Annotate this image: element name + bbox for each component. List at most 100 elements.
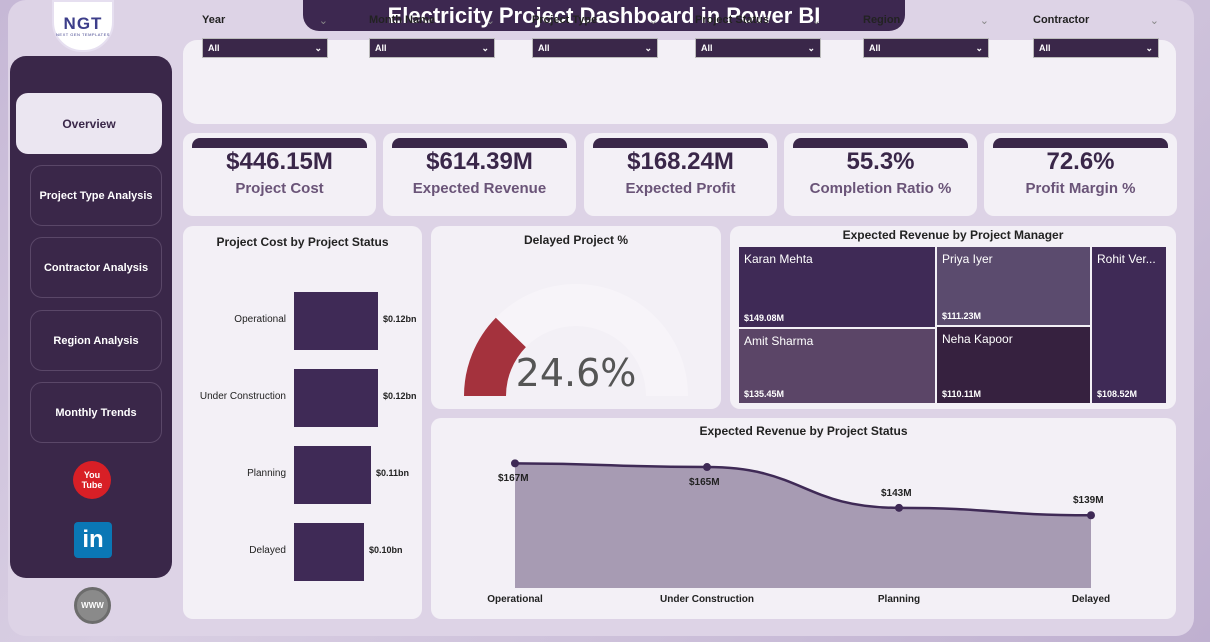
filter-value: All xyxy=(869,43,881,53)
gauge-value: 24.6% xyxy=(516,351,637,395)
chevron-down-icon[interactable]: ⌄ xyxy=(648,15,658,27)
kpi-profit-margin: 72.6% Profit Margin % xyxy=(984,133,1177,216)
chart-title: Expected Revenue by Project Status xyxy=(699,424,908,438)
treemap-name: Neha Kapoor xyxy=(942,332,1013,346)
kpi-label: Expected Profit xyxy=(625,180,736,197)
gauge-chart: 24.6% xyxy=(464,284,688,396)
chevron-down-icon: ⌄ xyxy=(975,42,983,53)
point-value-label: $165M xyxy=(689,477,720,489)
chevron-down-icon: ⌄ xyxy=(314,42,322,53)
chevron-down-icon: ⌄ xyxy=(807,42,815,53)
treemap-cell[interactable]: Amit Sharma $135.45M xyxy=(738,328,936,404)
filter-label: Year xyxy=(202,14,226,26)
gauge-fill xyxy=(464,317,526,396)
youtube-icon[interactable]: You Tube xyxy=(73,461,111,499)
filter-contractor[interactable]: Contractor ⌄ All ⌄ xyxy=(1033,14,1159,58)
kpi-cap xyxy=(993,138,1168,148)
bar-value-label: $0.12bn xyxy=(383,314,417,324)
filter-select[interactable]: All ⌄ xyxy=(369,38,495,58)
bar-value-label: $0.10bn xyxy=(369,545,403,555)
chevron-down-icon[interactable]: ⌄ xyxy=(485,15,495,27)
filter-panel xyxy=(183,40,1176,124)
bar-category-label: Delayed xyxy=(249,545,286,556)
nav-project-type-analysis[interactable]: Project Type Analysis xyxy=(30,165,162,226)
kpi-label: Project Cost xyxy=(235,180,324,197)
nav-overview[interactable]: Overview xyxy=(16,93,162,154)
filter-region[interactable]: Region ⌄ All ⌄ xyxy=(863,14,989,58)
filter-value: All xyxy=(538,43,550,53)
bar[interactable] xyxy=(294,369,378,427)
treemap-name: Karan Mehta xyxy=(744,252,813,266)
bar[interactable] xyxy=(294,292,378,350)
x-axis-label: Delayed xyxy=(1071,594,1111,605)
bar[interactable] xyxy=(294,446,371,504)
area-chart-panel: Expected Revenue by Project Status xyxy=(431,418,1176,619)
bar-value-label: $0.12bn xyxy=(383,391,417,401)
logo-text: NGT xyxy=(63,14,103,33)
filter-label: Project Type xyxy=(532,14,598,26)
chevron-down-icon: ⌄ xyxy=(481,42,489,53)
filter-value: All xyxy=(701,43,713,53)
filter-select[interactable]: All ⌄ xyxy=(202,38,328,58)
kpi-label: Completion Ratio % xyxy=(809,180,952,197)
filter-project-type[interactable]: Project Type ⌄ All ⌄ xyxy=(532,14,658,58)
treemap-value: $110.11M xyxy=(942,389,982,399)
chevron-down-icon: ⌄ xyxy=(1145,42,1153,53)
chart-title: Project Cost by Project Status xyxy=(216,235,389,249)
chevron-down-icon[interactable]: ⌄ xyxy=(1149,15,1159,27)
kpi-value: $168.24M xyxy=(627,148,734,175)
filter-select[interactable]: All ⌄ xyxy=(532,38,658,58)
treemap-value: $111.23M xyxy=(942,311,982,321)
brand-logo: NGT NEXT GEN TEMPLATES xyxy=(52,0,114,52)
filter-value: All xyxy=(1039,43,1051,53)
filter-select[interactable]: All ⌄ xyxy=(695,38,821,58)
filter-select[interactable]: All ⌄ xyxy=(863,38,989,58)
treemap-cell[interactable]: Rohit Ver... $108.52M xyxy=(1091,246,1167,404)
treemap-cell[interactable]: Karan Mehta $149.08M xyxy=(738,246,936,328)
bar-category-label: Operational xyxy=(234,314,286,325)
treemap-name: Amit Sharma xyxy=(744,334,814,348)
logo-subtext: NEXT GEN TEMPLATES xyxy=(56,32,110,37)
point-value-label: $139M xyxy=(1073,495,1104,507)
treemap-name: Priya Iyer xyxy=(942,252,993,266)
chevron-down-icon[interactable]: ⌄ xyxy=(811,15,821,27)
bar-value-label: $0.11bn xyxy=(376,468,410,478)
globe-icon[interactable]: WWW xyxy=(74,587,111,624)
gauge-panel: Delayed Project % 24.6% xyxy=(431,226,721,409)
filter-select[interactable]: All ⌄ xyxy=(1033,38,1159,58)
filter-project-status[interactable]: Project Status ⌄ All ⌄ xyxy=(695,14,821,58)
bar-category-label: Under Construction xyxy=(199,391,286,402)
filter-value: All xyxy=(375,43,387,53)
filter-month-name[interactable]: Month Name ⌄ All ⌄ xyxy=(369,14,495,58)
youtube-label: You Tube xyxy=(81,470,103,490)
x-axis-label: Planning xyxy=(877,594,921,605)
linkedin-icon[interactable]: in xyxy=(74,522,112,558)
chevron-down-icon[interactable]: ⌄ xyxy=(979,15,989,27)
nav-contractor-analysis[interactable]: Contractor Analysis xyxy=(30,237,162,298)
x-axis-label: Under Construction xyxy=(660,594,754,605)
filter-label: Region xyxy=(863,14,901,26)
x-axis-label: Operational xyxy=(487,594,543,605)
kpi-cap xyxy=(192,138,367,148)
treemap-value: $135.45M xyxy=(744,389,785,399)
kpi-label: Profit Margin % xyxy=(1025,180,1136,197)
treemap-cell[interactable]: Priya Iyer $111.23M xyxy=(936,246,1091,326)
kpi-value: $446.15M xyxy=(226,148,333,175)
treemap-cell[interactable]: Neha Kapoor $110.11M xyxy=(936,326,1091,404)
point-value-label: $143M xyxy=(881,487,912,499)
kpi-completion-ratio: 55.3% Completion Ratio % xyxy=(784,133,977,216)
point-value-label: $167M xyxy=(498,473,529,485)
kpi-project-cost: $446.15M Project Cost xyxy=(183,133,376,216)
nav-region-analysis[interactable]: Region Analysis xyxy=(30,310,162,371)
page-title: Electricity Project Dashboard in Power B… xyxy=(303,0,905,31)
kpi-value: $614.39M xyxy=(426,148,533,175)
filter-label: Project Status xyxy=(695,14,769,26)
filter-year[interactable]: Year ⌄ All ⌄ xyxy=(202,14,328,58)
filter-label: Month Name xyxy=(369,14,435,26)
nav-monthly-trends[interactable]: Monthly Trends xyxy=(30,382,162,443)
treemap-value: $149.08M xyxy=(744,313,785,323)
kpi-label: Expected Revenue xyxy=(412,180,547,197)
kpi-cap xyxy=(793,138,968,148)
chevron-down-icon[interactable]: ⌄ xyxy=(318,15,328,27)
bar[interactable] xyxy=(294,523,364,581)
